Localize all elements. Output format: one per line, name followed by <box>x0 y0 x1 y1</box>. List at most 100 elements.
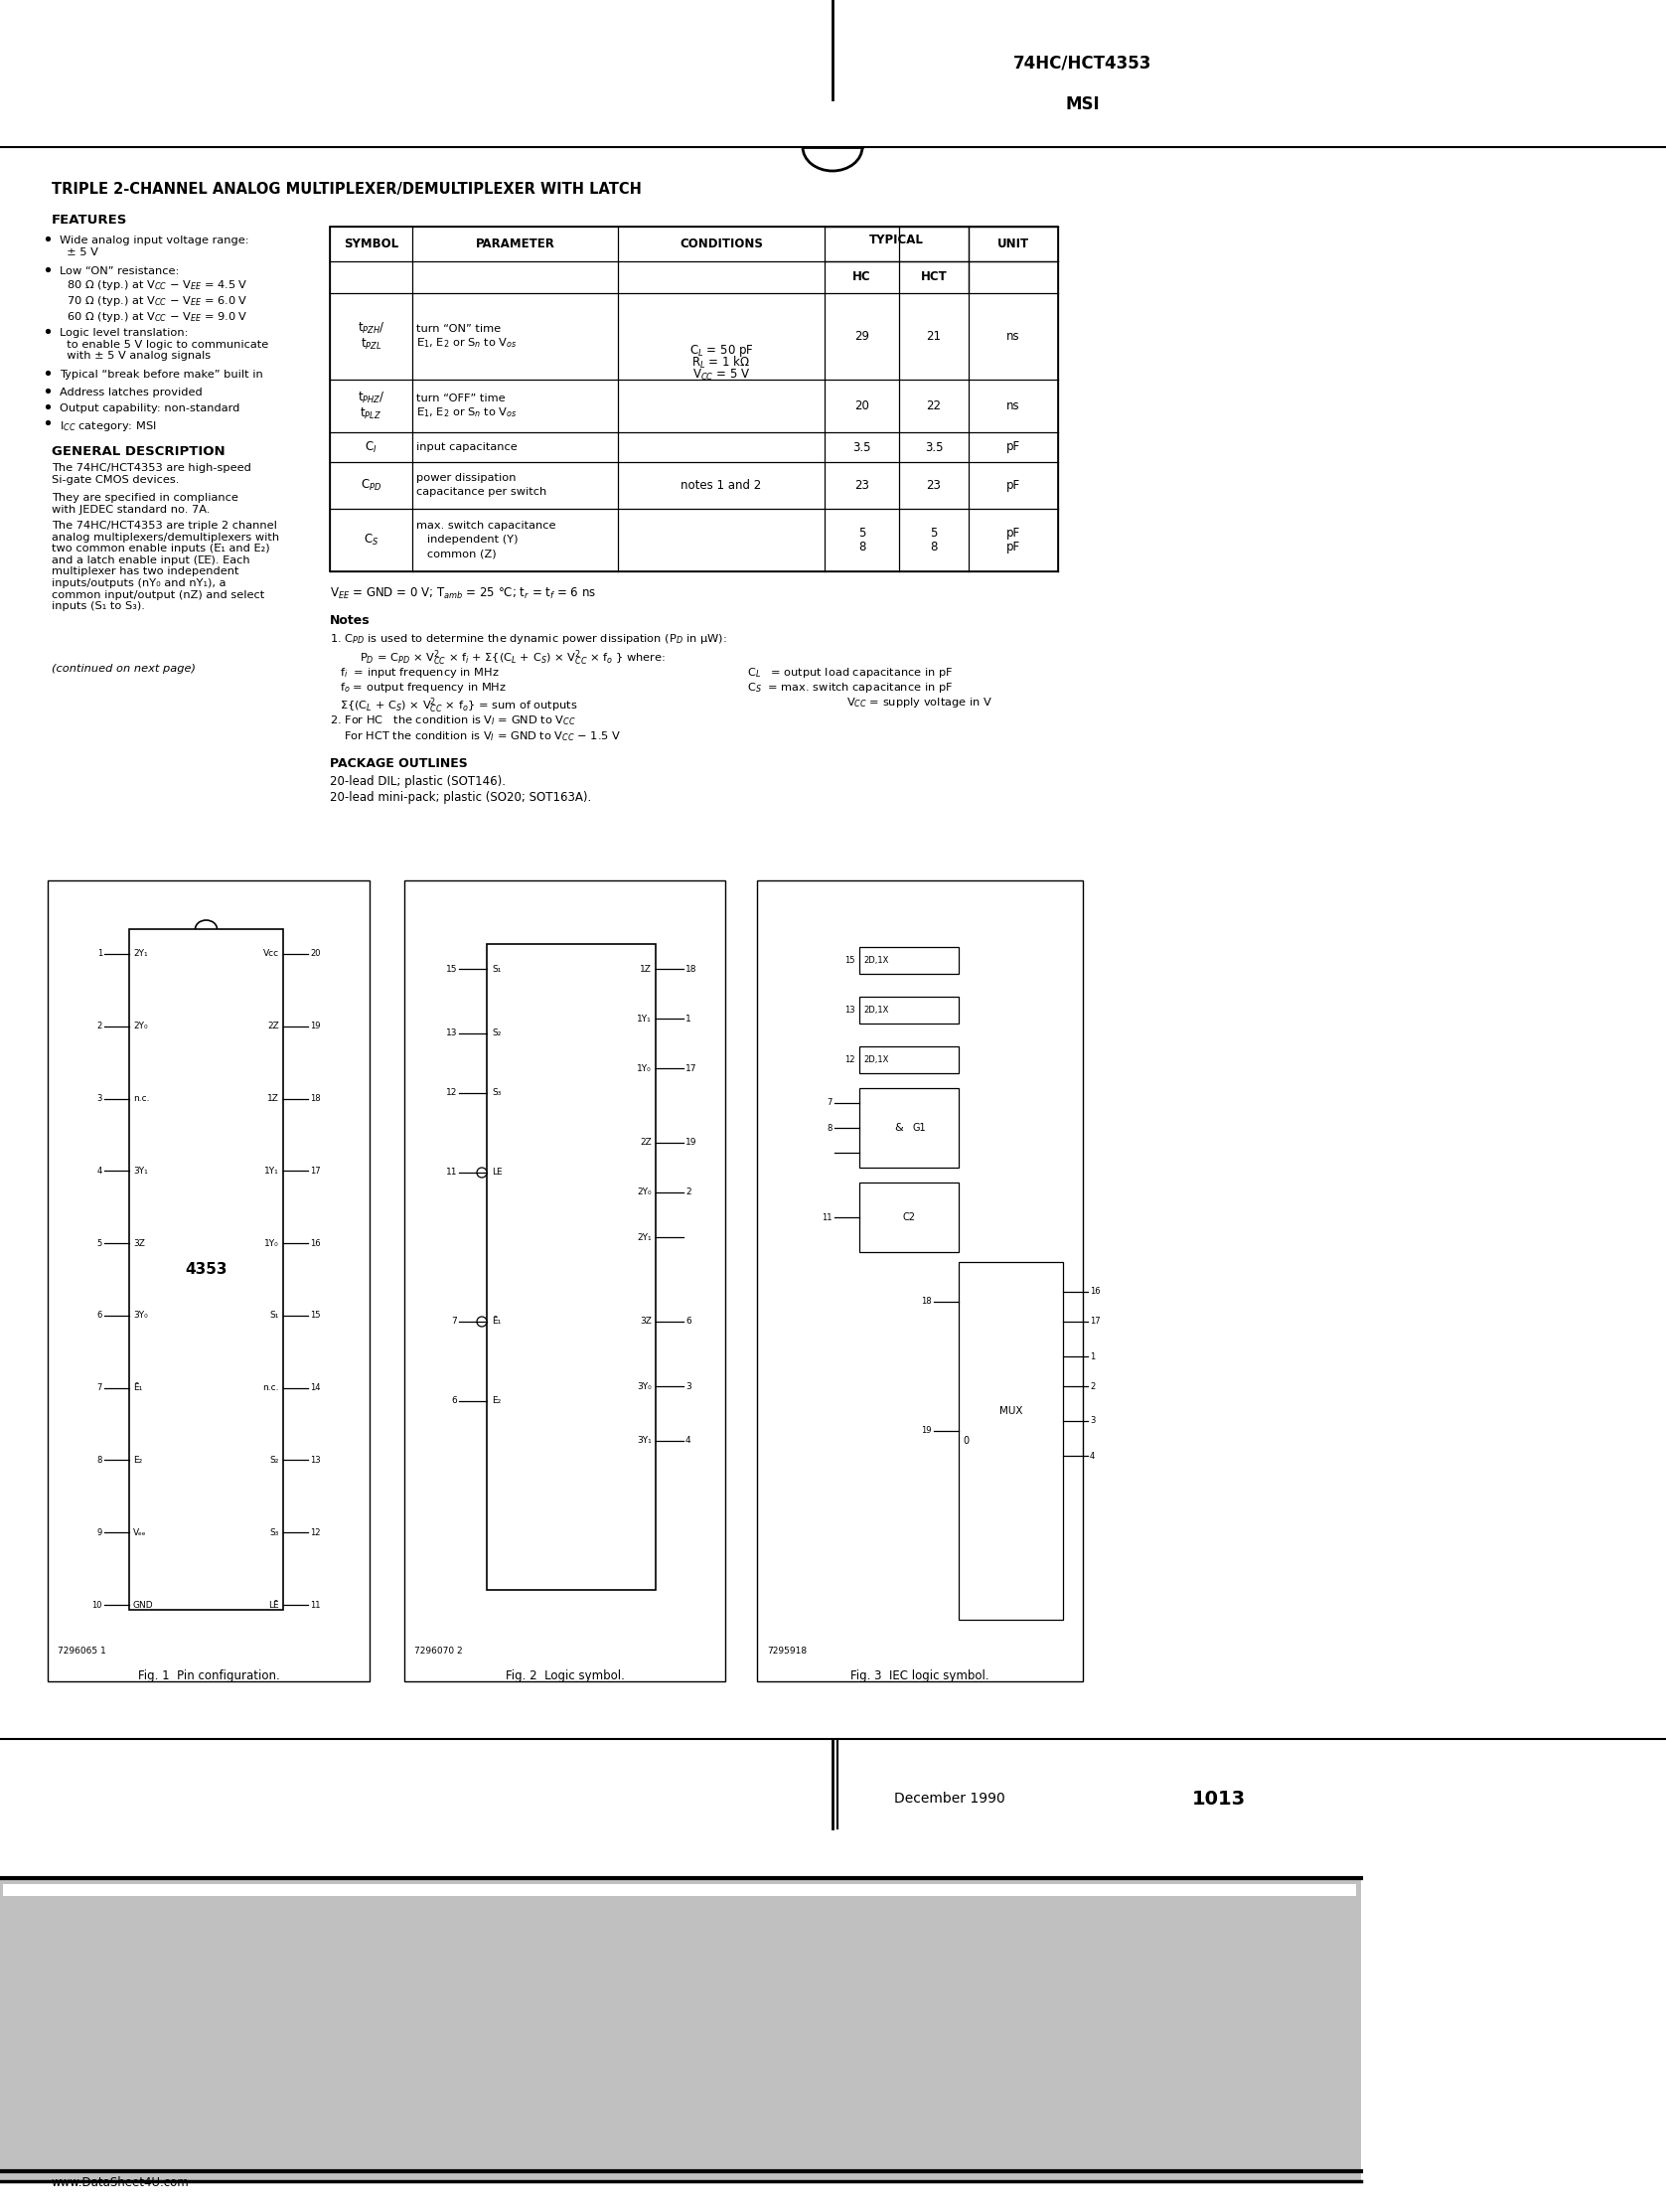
Text: 18: 18 <box>685 964 696 973</box>
Bar <box>860 1046 958 1073</box>
Text: 2D,1X: 2D,1X <box>863 956 888 964</box>
Text: Wide analog input voltage range:
  ± 5 V: Wide analog input voltage range: ± 5 V <box>60 234 248 257</box>
Text: 22: 22 <box>926 400 941 411</box>
Text: capacitance per switch: capacitance per switch <box>416 487 546 498</box>
Text: 1Z: 1Z <box>267 1095 280 1104</box>
Text: 19: 19 <box>310 1022 320 1031</box>
Text: f$_o$ = output frequency in MHz: f$_o$ = output frequency in MHz <box>340 681 506 695</box>
Text: 2Y₁: 2Y₁ <box>636 1232 651 1241</box>
Text: 20: 20 <box>855 400 870 411</box>
Text: MUX: MUX <box>1000 1407 1023 1416</box>
Text: 12: 12 <box>845 1055 855 1064</box>
Text: n.c.: n.c. <box>263 1382 280 1391</box>
Text: 3: 3 <box>685 1382 691 1391</box>
Text: power dissipation: power dissipation <box>416 473 516 484</box>
Text: 3Z: 3Z <box>640 1316 651 1327</box>
Text: 2Y₁: 2Y₁ <box>133 949 148 958</box>
Bar <box>860 1183 958 1252</box>
Text: 1. C$_{PD}$ is used to determine the dynamic power dissipation (P$_D$ in μW):: 1. C$_{PD}$ is used to determine the dyn… <box>330 633 726 646</box>
Text: 4: 4 <box>1090 1451 1095 1460</box>
Text: S₂: S₂ <box>270 1455 280 1464</box>
Text: TRIPLE 2-CHANNEL ANALOG MULTIPLEXER/DEMULTIPLEXER WITH LATCH: TRIPLE 2-CHANNEL ANALOG MULTIPLEXER/DEMU… <box>52 181 641 197</box>
Text: 7: 7 <box>826 1099 833 1108</box>
Text: (continued on next page): (continued on next page) <box>52 664 195 675</box>
Text: E₂: E₂ <box>491 1396 501 1405</box>
Text: notes 1 and 2: notes 1 and 2 <box>681 480 761 491</box>
Text: UNIT: UNIT <box>998 237 1030 250</box>
Text: 12: 12 <box>310 1528 320 1537</box>
Text: Address latches provided: Address latches provided <box>60 387 202 398</box>
Text: 7: 7 <box>451 1316 456 1327</box>
Bar <box>958 1263 1063 1619</box>
Text: pF: pF <box>1006 526 1020 540</box>
Text: 4: 4 <box>97 1166 102 1175</box>
Text: input capacitance: input capacitance <box>416 442 518 451</box>
Text: 20-lead DIL; plastic (SOT146).: 20-lead DIL; plastic (SOT146). <box>330 774 506 787</box>
Text: C$_S$: C$_S$ <box>363 533 378 549</box>
Text: 1Y₀: 1Y₀ <box>265 1239 280 1248</box>
Text: 4353: 4353 <box>185 1263 227 1276</box>
Text: 16: 16 <box>1090 1287 1100 1296</box>
Text: 3Z: 3Z <box>133 1239 145 1248</box>
Text: 3: 3 <box>1090 1416 1095 1425</box>
Text: 3.5: 3.5 <box>853 440 871 453</box>
Text: 20: 20 <box>310 949 320 958</box>
Text: t$_{PZH}$/: t$_{PZH}$/ <box>357 321 385 336</box>
Text: 2: 2 <box>685 1188 691 1197</box>
Text: 11: 11 <box>821 1212 833 1221</box>
Text: C$_L$   = output load capacitance in pF: C$_L$ = output load capacitance in pF <box>746 666 953 679</box>
Bar <box>330 226 1058 571</box>
Text: LE: LE <box>491 1168 503 1177</box>
Text: 2D,1X: 2D,1X <box>863 1055 888 1064</box>
Text: Vᴄᴄ: Vᴄᴄ <box>263 949 280 958</box>
Text: 23: 23 <box>926 480 941 491</box>
Text: PACKAGE OUTLINES: PACKAGE OUTLINES <box>330 757 468 770</box>
Bar <box>756 880 1083 1681</box>
Text: pF: pF <box>1006 440 1020 453</box>
Text: 20-lead mini-pack; plastic (SO20; SOT163A).: 20-lead mini-pack; plastic (SO20; SOT163… <box>330 792 591 803</box>
Text: The 74HC/HCT4353 are triple 2 channel
analog multiplexers/demultiplexers with
tw: The 74HC/HCT4353 are triple 2 channel an… <box>52 520 280 611</box>
Text: 19: 19 <box>685 1139 696 1148</box>
Text: C$_L$ = 50 pF: C$_L$ = 50 pF <box>690 343 753 358</box>
Text: 8: 8 <box>858 540 865 553</box>
Bar <box>860 998 958 1024</box>
Text: P$_D$ = C$_{PD}$ × V$_{CC}^2$ × f$_i$ + Σ{(C$_L$ + C$_S$) × V$_{CC}^2$ × f$_o$ }: P$_D$ = C$_{PD}$ × V$_{CC}^2$ × f$_i$ + … <box>360 648 666 668</box>
Text: turn “ON” time: turn “ON” time <box>416 323 501 334</box>
Text: 7296065 1: 7296065 1 <box>58 1646 107 1655</box>
Text: 1Y₀: 1Y₀ <box>636 1064 651 1073</box>
Text: 4: 4 <box>685 1436 691 1444</box>
Text: &: & <box>895 1124 903 1133</box>
Text: 2Y₀: 2Y₀ <box>636 1188 651 1197</box>
Text: S₃: S₃ <box>491 1088 501 1097</box>
Text: 5: 5 <box>858 526 865 540</box>
Text: 12: 12 <box>446 1088 456 1097</box>
Text: Fig. 3  IEC logic symbol.: Fig. 3 IEC logic symbol. <box>851 1670 990 1683</box>
Text: 13: 13 <box>445 1029 456 1037</box>
Text: S₂: S₂ <box>491 1029 501 1037</box>
Bar <box>130 929 283 1610</box>
Text: MSI: MSI <box>1066 95 1100 113</box>
Text: PARAMETER: PARAMETER <box>475 237 555 250</box>
Text: 15: 15 <box>845 956 855 964</box>
Text: 74HC/HCT4353: 74HC/HCT4353 <box>1013 53 1153 71</box>
Text: ns: ns <box>1006 330 1020 343</box>
Text: 2Y₀: 2Y₀ <box>133 1022 148 1031</box>
Text: 13: 13 <box>310 1455 320 1464</box>
Text: 3.5: 3.5 <box>925 440 943 453</box>
Text: Ē₁: Ē₁ <box>133 1382 142 1391</box>
Text: Vₑₑ: Vₑₑ <box>133 1528 147 1537</box>
Text: 2Z: 2Z <box>640 1139 651 1148</box>
Text: pF: pF <box>1006 540 1020 553</box>
Text: 3: 3 <box>97 1095 102 1104</box>
Text: The 74HC/HCT4353 are high-speed
Si-gate CMOS devices.: The 74HC/HCT4353 are high-speed Si-gate … <box>52 462 252 484</box>
Text: common (Z): common (Z) <box>416 549 496 560</box>
Text: S₃: S₃ <box>270 1528 280 1537</box>
Text: 16: 16 <box>310 1239 320 1248</box>
Text: max. switch capacitance: max. switch capacitance <box>416 522 556 531</box>
Text: 18: 18 <box>921 1296 931 1307</box>
Text: 15: 15 <box>310 1312 320 1321</box>
Text: 3Y₀: 3Y₀ <box>133 1312 148 1321</box>
Text: GND: GND <box>133 1599 153 1610</box>
Circle shape <box>476 1168 486 1177</box>
Text: FEATURES: FEATURES <box>52 215 128 226</box>
